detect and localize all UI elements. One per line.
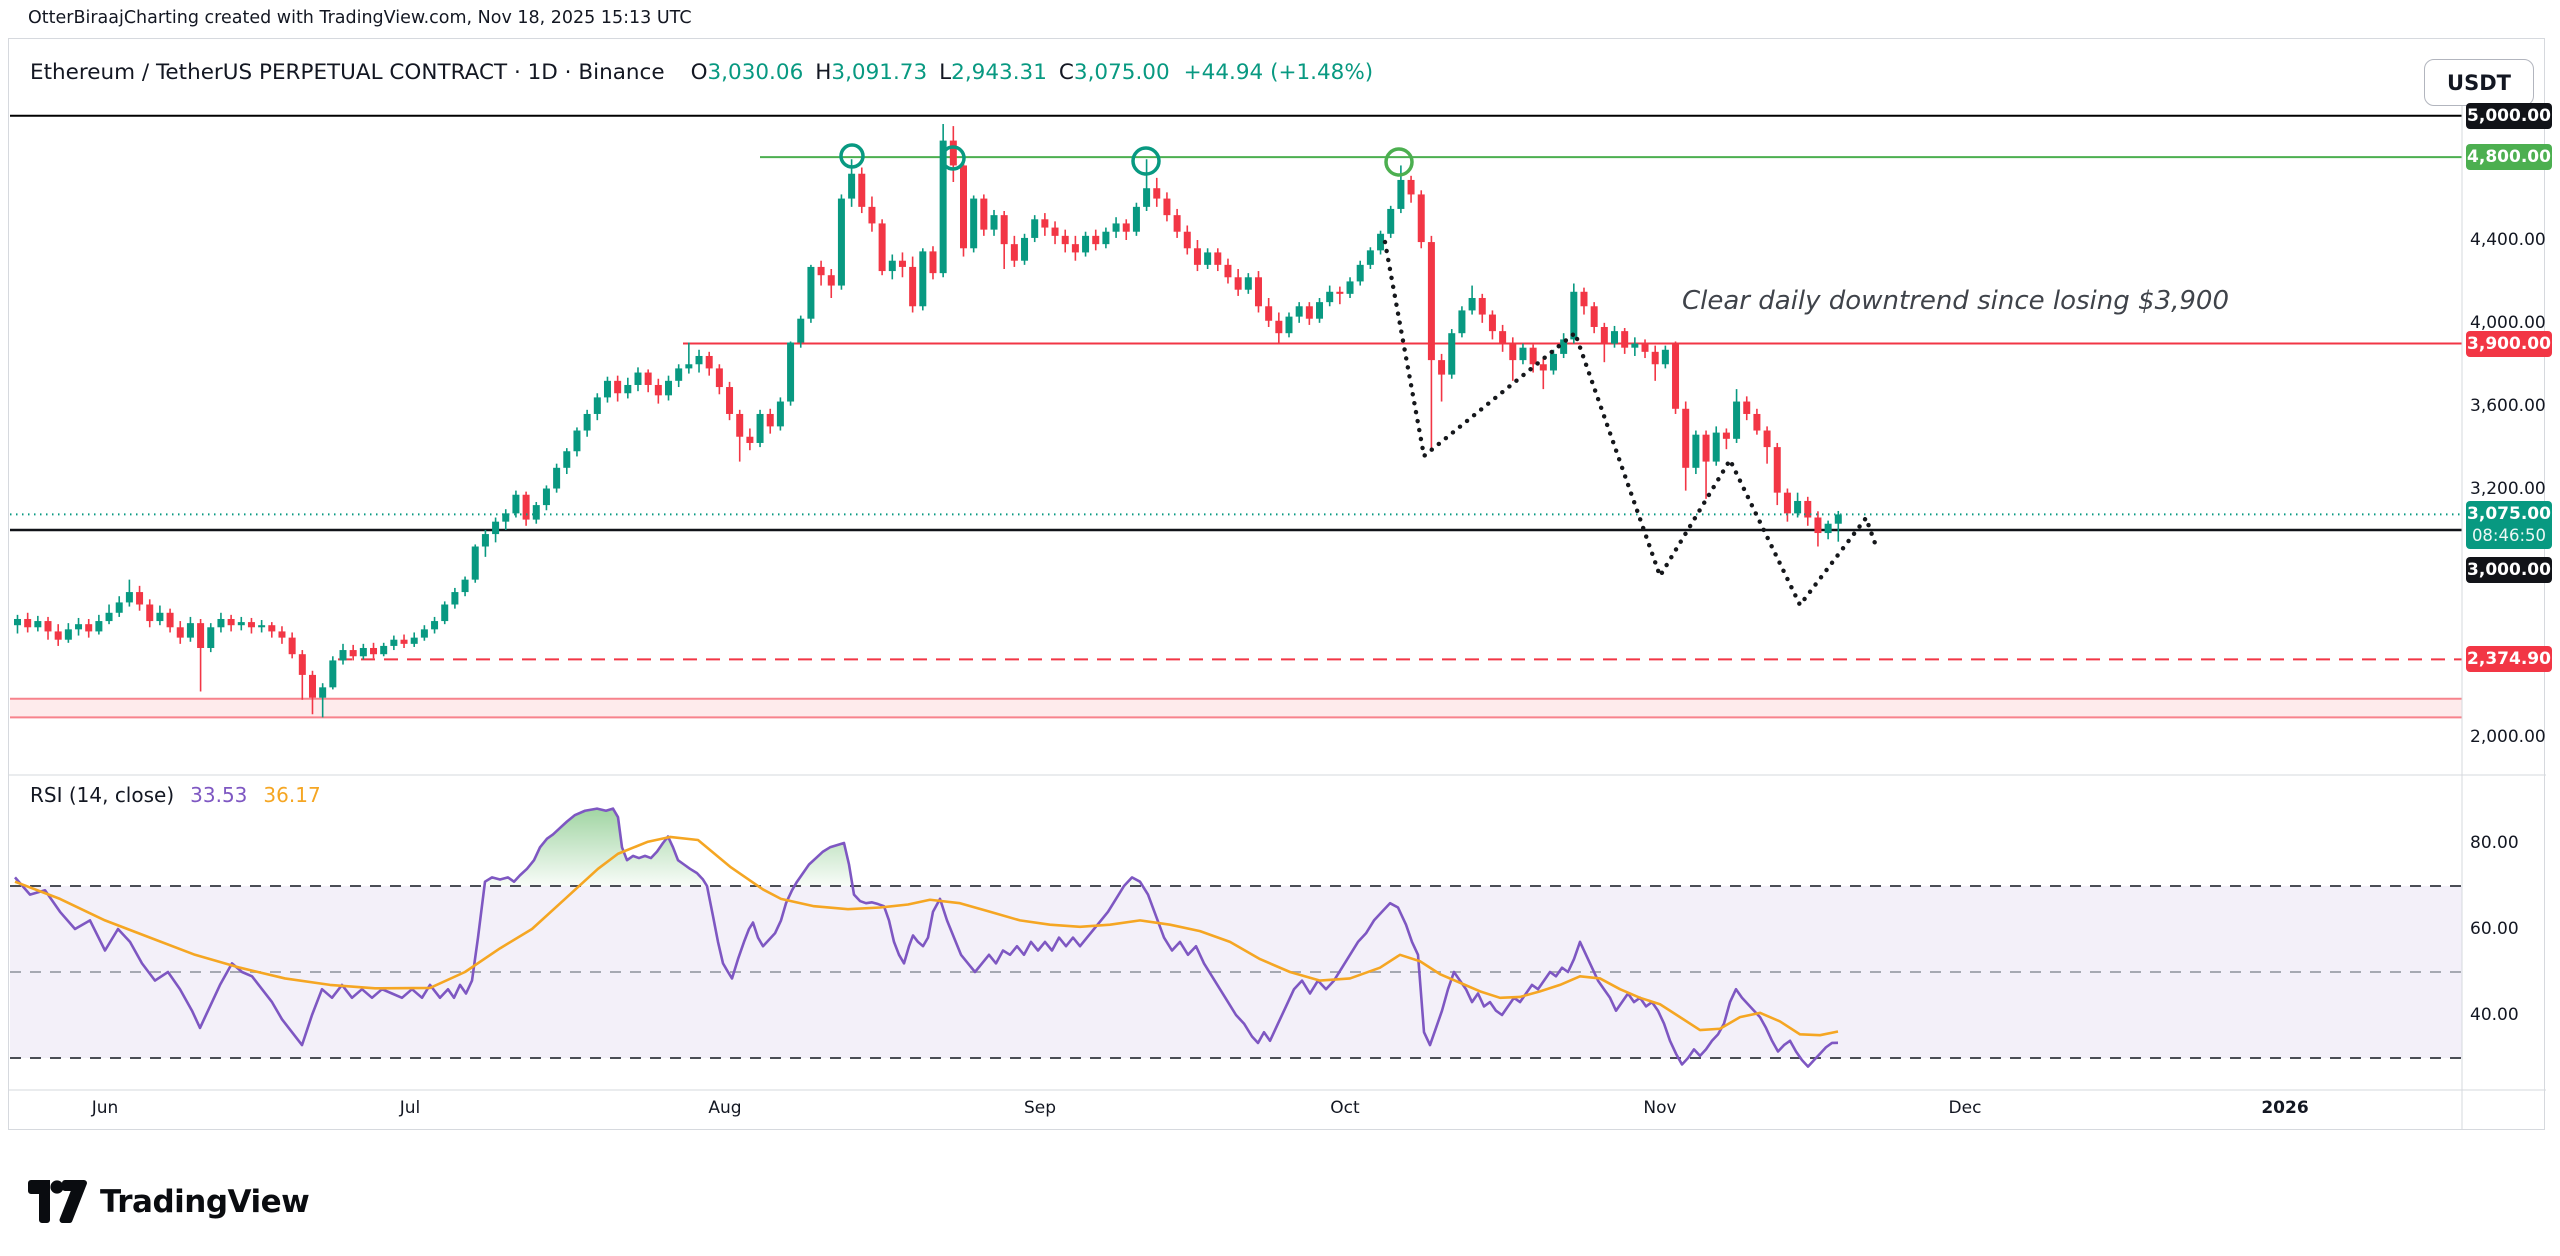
- rsi-ma-line: [14, 835, 1839, 1037]
- rsi-overbought-fill: [1124, 877, 1143, 886]
- rsi-tick-40: 40.00: [2470, 1005, 2519, 1025]
- bar-countdown: 08:46:50: [2471, 526, 2547, 546]
- time-label-Aug: Aug: [708, 1098, 742, 1118]
- rsi-line: [14, 807, 1839, 1068]
- time-label-Jul: Jul: [399, 1098, 421, 1118]
- price-tick-4000: 4,000.00: [2470, 312, 2546, 333]
- change-value: +44.94 (+1.48%): [1183, 60, 1374, 85]
- rsi-overbought-fill: [484, 808, 707, 886]
- time-label-Oct: Oct: [1330, 1098, 1360, 1118]
- chart-annotation[interactable]: Clear daily downtrend since losing $3,90…: [1682, 286, 2230, 316]
- currency-button[interactable]: USDT: [2424, 59, 2534, 106]
- zigzag-drawing: [1382, 239, 1879, 608]
- time-label-Nov: Nov: [1643, 1098, 1677, 1118]
- ohlc-label-L: L: [939, 60, 952, 85]
- current-price-tag: 3,075.00 08:46:50: [2466, 501, 2552, 550]
- rsi-tick-80: 80.00: [2470, 833, 2519, 853]
- price-tag-3900: 3,900.00: [2466, 330, 2552, 357]
- rsi-ma-value: 36.17: [263, 783, 321, 807]
- tradingview-logo-text: TradingView: [100, 1184, 310, 1220]
- symbol-title[interactable]: Ethereum / TetherUS PERPETUAL CONTRACT ·…: [30, 60, 665, 85]
- top-marker-circle-3: [1131, 146, 1161, 176]
- rsi-overbought-fill: [794, 843, 853, 886]
- ohlc-value-L: 2,943.31: [951, 60, 1047, 85]
- tradingview-logo[interactable]: TradingView: [28, 1180, 310, 1224]
- time-label-Sep: Sep: [1023, 1098, 1057, 1118]
- ohlc-values: O3,030.06 H3,091.73 L2,943.31 C3,075.00: [679, 60, 1170, 85]
- time-label-2026: 2026: [2261, 1098, 2309, 1118]
- price-pane[interactable]: [10, 114, 2462, 719]
- time-label-Jun: Jun: [91, 1098, 119, 1118]
- top-marker-circle-2: [940, 145, 966, 171]
- price-tick-3600: 3,600.00: [2470, 395, 2546, 416]
- rsi-legend-title[interactable]: RSI (14, close): [30, 783, 175, 807]
- supply-zone: [10, 698, 2462, 718]
- price-tag-4800: 4,800.00: [2466, 144, 2552, 171]
- price-tick-2000: 2,000.00: [2470, 727, 2546, 748]
- ohlc-label-H: H: [815, 60, 832, 85]
- current-price-value: 3,075.00: [2467, 504, 2551, 525]
- price-tag-3000: 3,000.00: [2466, 557, 2552, 583]
- top-marker-circle-4: [1384, 147, 1414, 177]
- top-marker-circle-1: [839, 143, 865, 169]
- chart-header: Ethereum / TetherUS PERPETUAL CONTRACT ·…: [30, 60, 1373, 90]
- tradingview-logo-icon: [28, 1180, 87, 1223]
- attribution-text: OtterBiraajCharting created with Trading…: [28, 8, 692, 28]
- ohlc-value-C: 3,075.00: [1073, 60, 1170, 85]
- rsi-value: 33.53: [190, 783, 248, 807]
- time-label-Dec: Dec: [1948, 1098, 1982, 1118]
- price-tick-3200: 3,200.00: [2470, 478, 2546, 499]
- rsi-tick-60: 60.00: [2470, 919, 2519, 939]
- rsi-legend: RSI (14, close) 33.53 36.17: [30, 783, 321, 807]
- ohlc-value-O: 3,030.06: [707, 60, 804, 85]
- price-tag-5000: 5,000.00: [2466, 102, 2552, 129]
- price-tag-2374.9: 2,374.90: [2466, 646, 2552, 673]
- ohlc-label-C: C: [1058, 60, 1074, 85]
- price-tick-4400: 4,400.00: [2470, 230, 2546, 250]
- ohlc-value-H: 3,091.73: [831, 60, 928, 85]
- rsi-pane[interactable]: [10, 807, 2462, 1068]
- ohlc-label-O: O: [690, 60, 708, 85]
- candles: [14, 124, 1842, 718]
